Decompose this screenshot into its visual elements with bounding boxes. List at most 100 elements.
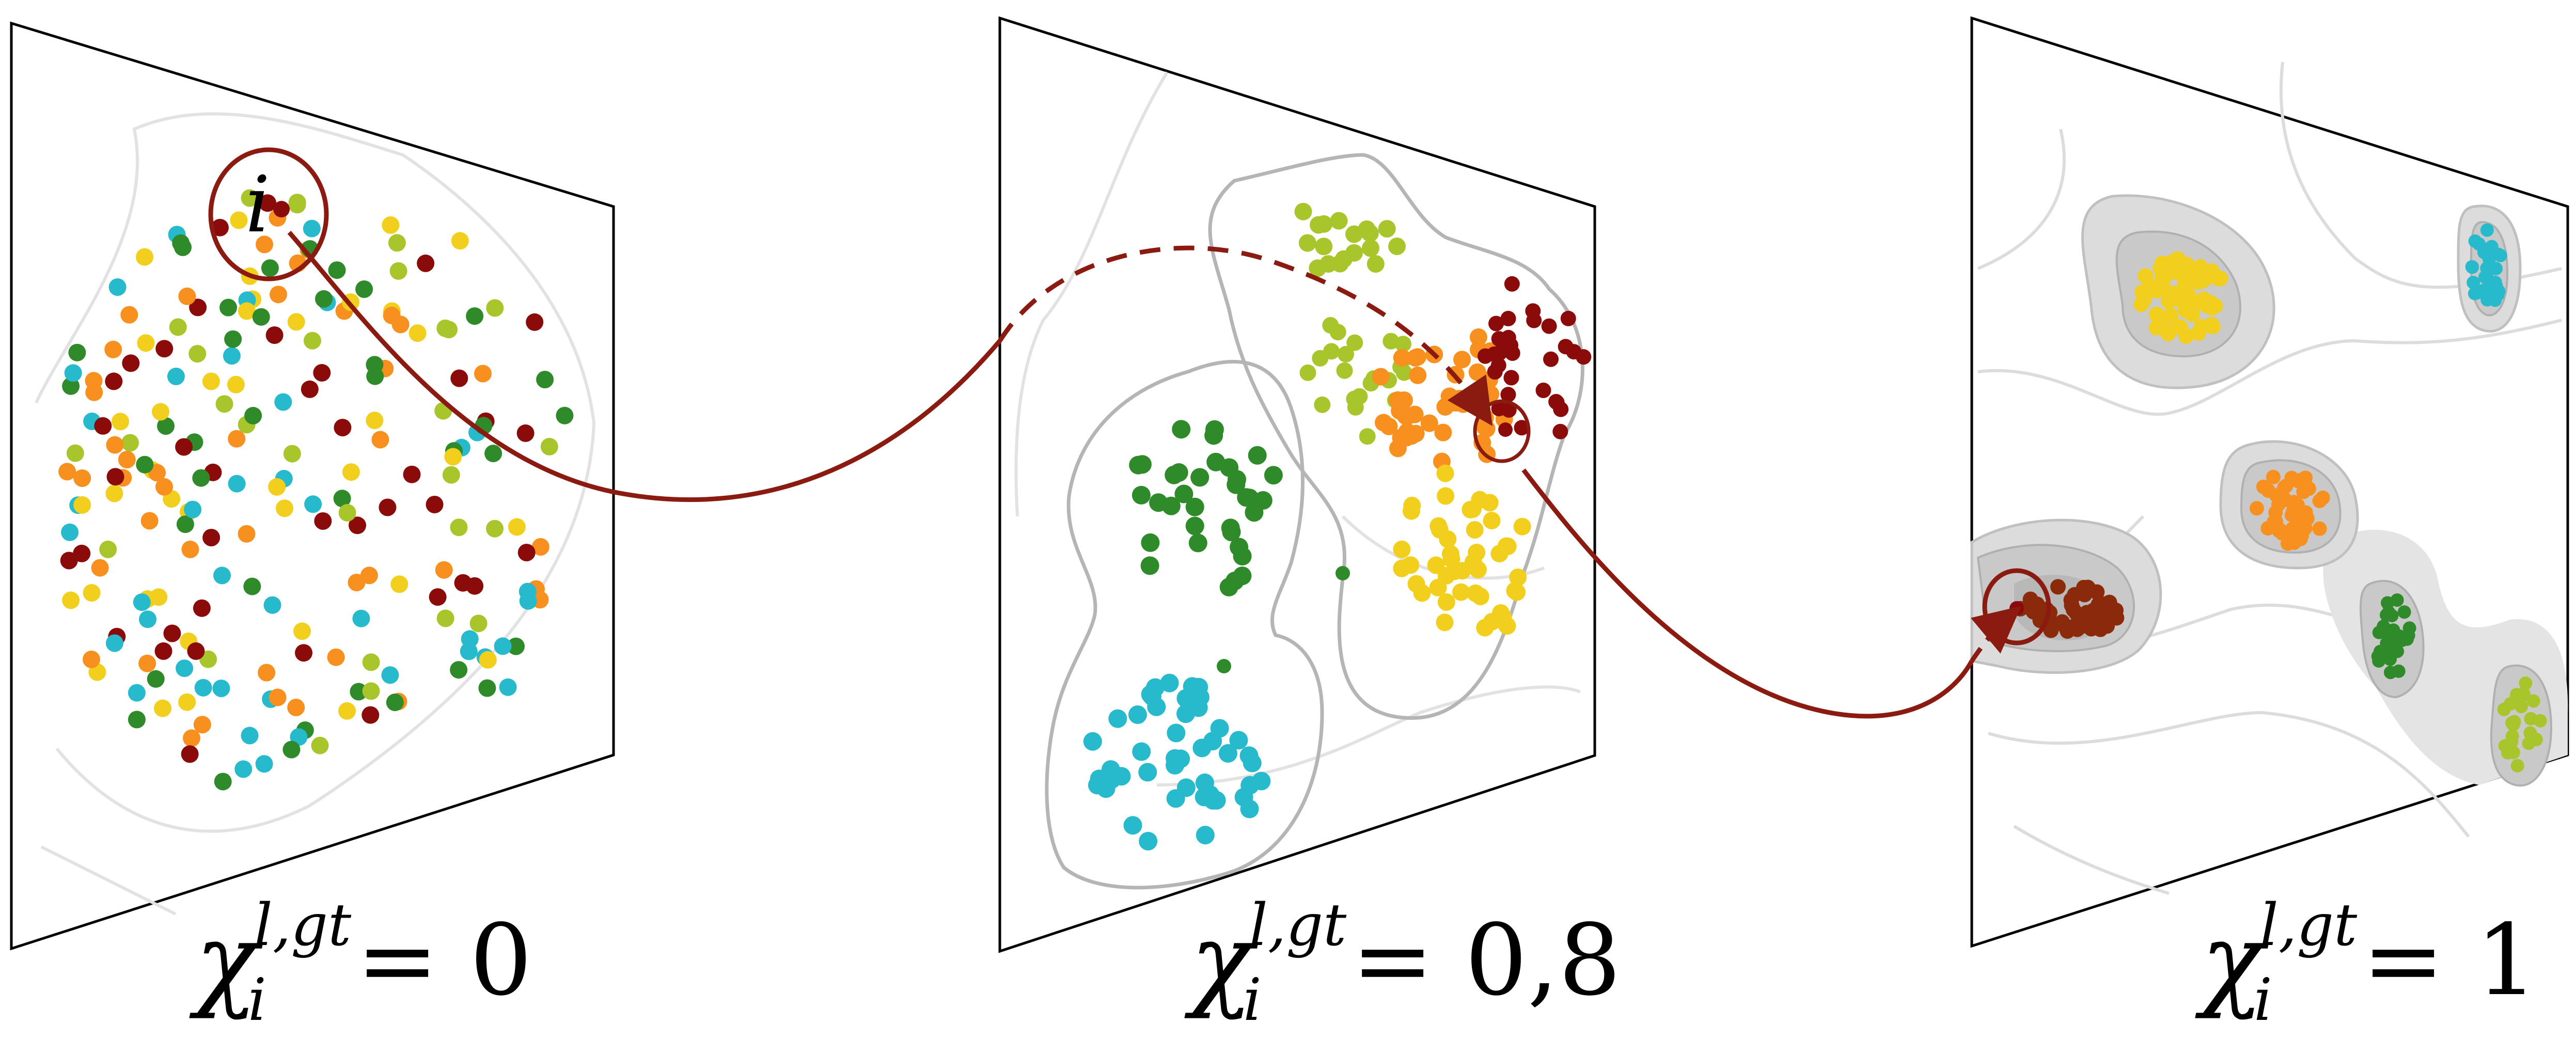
scatter-point	[1207, 791, 1226, 810]
scatter-point	[2372, 654, 2386, 668]
scatter-point	[2155, 272, 2171, 288]
scatter-point	[287, 313, 305, 331]
scatter-point	[255, 755, 273, 773]
scatter-point	[2480, 223, 2494, 237]
scatter-point	[2289, 508, 2304, 523]
scatter-point	[73, 496, 91, 514]
scatter-point	[516, 424, 535, 442]
scatter-point	[1359, 428, 1376, 445]
scatter-point	[283, 445, 301, 463]
scatter-point	[1264, 466, 1283, 485]
scatter-point	[122, 354, 140, 372]
scatter-point	[460, 642, 478, 660]
point-i-label: i	[245, 160, 270, 250]
scatter-point	[1468, 363, 1486, 381]
scatter-point	[2029, 596, 2045, 612]
trajectory-dashed-right	[1970, 606, 2021, 663]
scatter-point	[1514, 420, 1530, 436]
scatter-point	[444, 448, 462, 466]
scatter-point	[1185, 497, 1204, 516]
scatter-point	[1434, 423, 1452, 442]
trajectory-dashed-middle	[998, 245, 1493, 426]
scatter-point	[1498, 422, 1513, 437]
scatter-point	[2160, 326, 2176, 341]
scatter-point	[147, 670, 165, 688]
scatter-point	[313, 364, 331, 382]
scatter-point	[189, 298, 207, 317]
scatter-point	[1188, 533, 1207, 553]
scatter-point	[1408, 348, 1426, 366]
scatter-point	[2482, 252, 2496, 266]
scatter-point	[389, 262, 407, 280]
scatter-point	[1464, 500, 1482, 518]
scatter-point	[304, 495, 322, 513]
scatter-point	[282, 741, 301, 759]
scatter-point	[403, 465, 421, 483]
scatter-point	[256, 235, 273, 254]
scatter-point	[1218, 744, 1237, 763]
scatter-point	[137, 334, 155, 352]
scatter-point	[1310, 216, 1328, 234]
scatter-point	[228, 430, 246, 448]
scatter-point	[484, 445, 502, 463]
panel-left-caption-superscript: l,gt	[254, 892, 352, 959]
point-i-highlight-circle	[208, 147, 329, 281]
panel-right-caption-superscript: l,gt	[2260, 892, 2358, 959]
scatter-point	[202, 529, 221, 546]
scatter-point	[91, 559, 109, 577]
scatter-point	[315, 290, 333, 308]
scatter-point	[478, 679, 496, 697]
panel-middle-points	[1083, 202, 1592, 851]
scatter-point	[287, 699, 305, 716]
panel-right: χ l,gt i = 1	[1970, 16, 2569, 1034]
scatter-point	[382, 216, 400, 234]
scatter-point	[1314, 396, 1331, 413]
scatter-point	[265, 326, 284, 344]
scatter-point	[436, 609, 454, 627]
scatter-point	[450, 369, 468, 387]
scatter-point	[2083, 621, 2099, 637]
scatter-point	[155, 478, 173, 496]
scatter-point	[2205, 319, 2221, 335]
scatter-point	[517, 544, 536, 561]
scatter-point	[234, 760, 253, 778]
scatter-point	[1233, 547, 1252, 565]
scatter-point	[450, 518, 468, 537]
scatter-point	[1299, 364, 1316, 381]
scatter-point	[1166, 789, 1185, 808]
scatter-point	[1123, 816, 1142, 835]
scatter-point	[1169, 463, 1188, 482]
scatter-point	[450, 661, 468, 679]
scatter-point	[64, 364, 82, 382]
scatter-point	[1389, 391, 1407, 409]
scatter-point	[184, 500, 202, 518]
scatter-point	[1338, 345, 1354, 363]
scatter-point	[66, 444, 84, 462]
scatter-point	[426, 496, 444, 513]
scatter-point	[1543, 351, 1559, 367]
scatter-point	[274, 393, 292, 411]
scatter-point	[2138, 268, 2154, 284]
scatter-point	[252, 308, 270, 326]
scatter-point	[2380, 608, 2393, 622]
scatter-point	[2190, 274, 2206, 290]
trajectory-solid-middle-to-right	[1521, 468, 1974, 719]
scatter-point	[1500, 329, 1516, 345]
scatter-point	[1406, 405, 1424, 423]
point-i-tracking-circle-middle	[1473, 399, 1531, 463]
scatter-point	[2167, 264, 2184, 280]
scatter-point	[1552, 423, 1568, 439]
scatter-point	[1420, 414, 1438, 432]
scatter-point	[2401, 628, 2415, 642]
scatter-point	[2097, 602, 2113, 618]
scatter-point	[258, 664, 276, 682]
scatter-point	[293, 622, 311, 640]
scatter-point	[2519, 676, 2533, 690]
scatter-point	[2372, 625, 2386, 639]
scatter-point	[112, 413, 129, 431]
scatter-point	[2162, 285, 2178, 301]
scatter-point	[1469, 328, 1487, 346]
scatter-point	[104, 340, 122, 358]
panel-left-points	[58, 189, 574, 791]
scatter-point	[1469, 561, 1487, 579]
